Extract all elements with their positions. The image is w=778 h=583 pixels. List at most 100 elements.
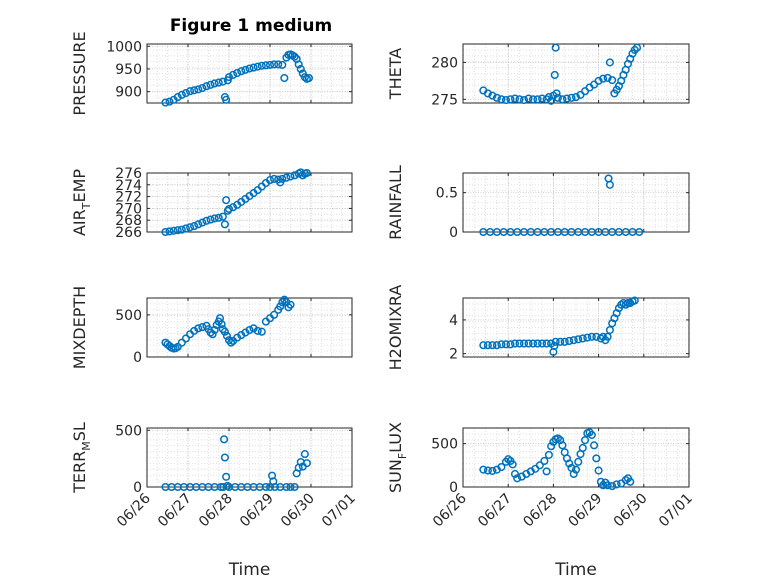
data-point [222, 95, 231, 104]
data-point [580, 436, 590, 445]
data-point [508, 460, 517, 469]
data-point [177, 90, 186, 99]
data-point [488, 466, 497, 475]
data-point [635, 227, 644, 237]
data-point [181, 224, 190, 233]
data-point [265, 60, 275, 69]
y-tick-label: 280 [431, 55, 458, 71]
data-point [245, 64, 254, 73]
subplot-rainfall: 0 0.5 RAINFALL [386, 165, 690, 241]
subplot-mixdepth: 0 500 MIXDEPTH [70, 286, 353, 369]
data-point [173, 342, 182, 351]
data-point [261, 61, 270, 70]
data-point [253, 62, 262, 71]
data-point [506, 95, 515, 104]
data-point [603, 73, 612, 82]
data-point [274, 60, 283, 69]
data-point [533, 95, 542, 104]
data-point [630, 296, 639, 305]
data-point [241, 65, 250, 74]
y-tick-label: 266 [115, 225, 142, 241]
data-point [220, 220, 229, 229]
data-point [492, 341, 501, 350]
data-point [278, 174, 287, 183]
y-tick-label: 0.5 [436, 186, 458, 202]
data-point [217, 320, 226, 329]
data-point [571, 465, 581, 474]
data-point [535, 461, 544, 470]
data-point [551, 43, 560, 52]
data-point [492, 93, 501, 102]
data-point [282, 173, 291, 182]
data-point [181, 334, 190, 343]
y-axis-label: SUNFLUX [386, 422, 409, 493]
data-point [202, 82, 211, 91]
y-tick-label: 4 [449, 313, 458, 329]
data-point [218, 77, 227, 86]
y-tick-label: 500 [115, 308, 142, 324]
y-axis-label: TERRMSL [70, 422, 93, 494]
y-tick-label: 276 [115, 166, 142, 182]
data-point [173, 93, 182, 102]
data-point [552, 89, 561, 98]
axes-box [146, 297, 353, 358]
data-point [186, 223, 195, 232]
data-point [298, 171, 307, 180]
data-point [567, 93, 576, 102]
data-point [483, 341, 492, 350]
data-point [578, 443, 587, 453]
data-point [540, 456, 549, 466]
data-point [501, 340, 510, 349]
y-tick-label: 0 [133, 480, 142, 496]
y-tick-label: 274 [115, 178, 142, 194]
y-tick-label: 2 [449, 347, 458, 363]
y-tick-label: 500 [115, 423, 142, 439]
data-point [565, 336, 574, 346]
data-point [265, 176, 275, 185]
data-point [198, 218, 207, 227]
data-point [214, 78, 223, 87]
data-point [290, 482, 299, 492]
data-point [497, 462, 506, 472]
data-point [224, 204, 234, 214]
data-point [222, 196, 231, 205]
data-point [479, 341, 488, 350]
data-point [605, 325, 614, 335]
subplot-theta: 275 280 THETA [386, 43, 690, 108]
data-point [501, 96, 510, 105]
data-point [249, 63, 258, 72]
y-tick-label: 500 [431, 437, 458, 453]
data-point [194, 85, 203, 94]
y-axis-label: H2OMIXRA [386, 285, 405, 371]
data-point [220, 435, 229, 444]
data-point [605, 58, 614, 67]
data-point [290, 52, 299, 61]
data-point [210, 79, 219, 88]
data-point [590, 441, 599, 450]
y-tick-label: 272 [115, 190, 142, 206]
data-point [587, 430, 596, 439]
data-point [632, 43, 642, 52]
data-point [506, 340, 515, 349]
data-point [605, 180, 614, 189]
data-point [515, 339, 524, 348]
data-point [286, 300, 295, 309]
data-point [300, 73, 309, 82]
y-axis-label: THETA [386, 48, 405, 100]
data-point [594, 76, 603, 85]
data-point [220, 327, 229, 336]
data-point [300, 450, 309, 459]
data-point [245, 325, 254, 335]
axes-box [462, 172, 690, 233]
data-point [202, 216, 211, 225]
y-axis-label: RAINFALL [386, 165, 405, 240]
data-point [302, 459, 311, 468]
data-point [587, 332, 596, 341]
data-point [569, 336, 578, 345]
data-point [630, 45, 639, 54]
data-point [233, 68, 242, 78]
data-point [270, 60, 279, 69]
data-point [165, 227, 174, 236]
data-point [562, 94, 572, 103]
data-point [519, 339, 529, 348]
